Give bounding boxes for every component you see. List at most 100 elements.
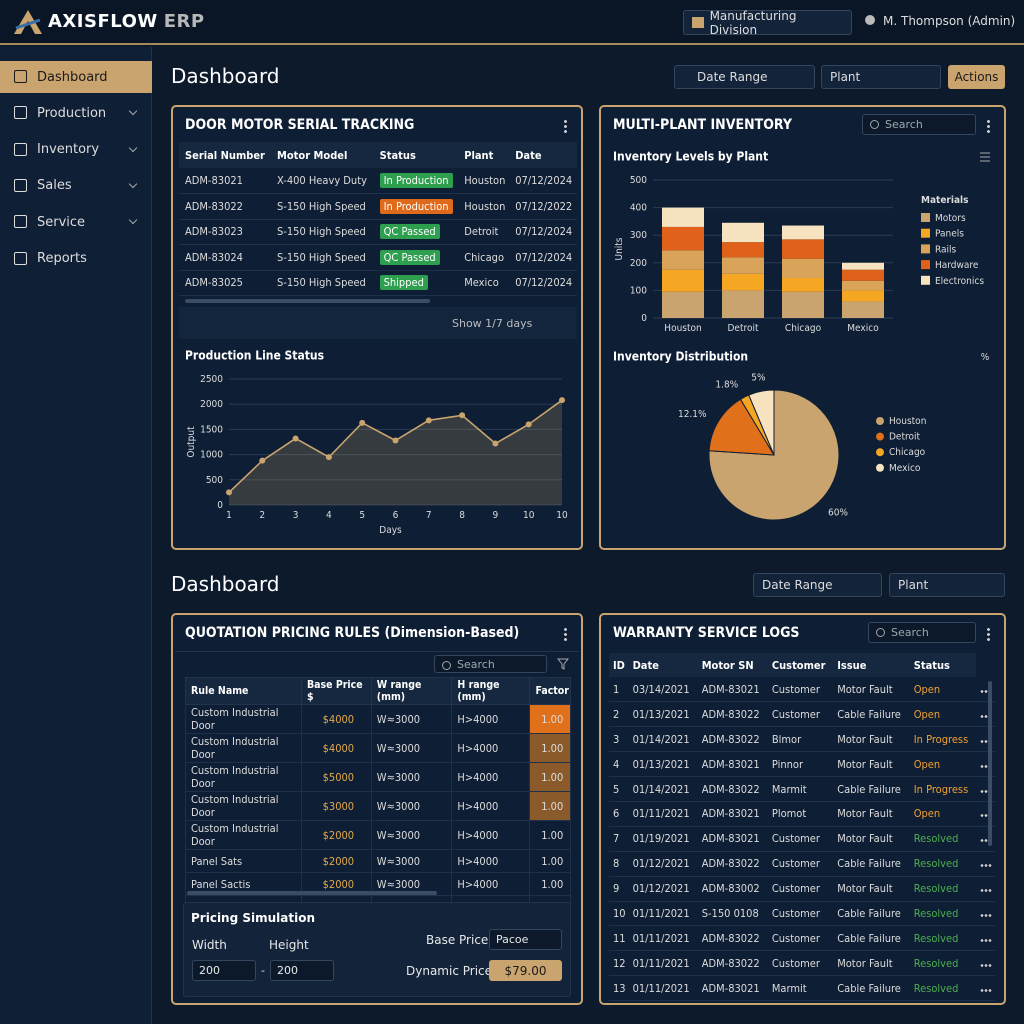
division: Manufacturing Division bbox=[709, 8, 797, 37]
cell: ADM-83021 bbox=[697, 751, 768, 778]
dots[interactable] bbox=[980, 839, 993, 843]
row: 5 01/14/2021 ADM-83022 Marmit Cable Failure I… bbox=[609, 776, 995, 802]
scrollbar bbox=[988, 681, 992, 846]
filter-icon[interactable] bbox=[557, 658, 569, 670]
row: 11 01/11/2021 ADM-83022 Customer Cable Failu… bbox=[609, 925, 995, 952]
date-range[interactable]: Date Range bbox=[753, 573, 882, 597]
search[interactable]: Search bbox=[862, 114, 976, 135]
date-range[interactable]: Date Range bbox=[674, 65, 815, 89]
sidebar: Dashboard Production Inventory Sales Service… bbox=[0, 47, 152, 1024]
cell: Resolved bbox=[909, 851, 977, 877]
plant-select[interactable]: Plant bbox=[821, 65, 941, 89]
height-input[interactable]: 200 bbox=[270, 960, 334, 981]
nav-icon bbox=[14, 178, 27, 192]
legend-title: Materials bbox=[921, 195, 968, 206]
search[interactable]: Search bbox=[434, 655, 547, 673]
nav-item[interactable]: Dashboard bbox=[0, 61, 152, 93]
search[interactable]: Search bbox=[868, 622, 976, 643]
cell: S-150 High Speed bbox=[271, 193, 374, 220]
user-menu[interactable]: M. Thompson (Admin) bbox=[865, 14, 1015, 28]
dots[interactable] bbox=[980, 814, 993, 818]
pricing-simulation: Pricing Simulation Width Height 200 - 20… bbox=[183, 902, 571, 997]
cell: ADM-83022 bbox=[697, 726, 768, 753]
pager-label: Show 1/7 days bbox=[452, 317, 533, 330]
menu[interactable] bbox=[564, 627, 567, 641]
dots[interactable] bbox=[980, 988, 993, 992]
cell: In Production bbox=[373, 168, 459, 194]
y-tick-label: 500 bbox=[206, 475, 223, 486]
nav-item[interactable]: Production bbox=[0, 97, 152, 129]
dots[interactable] bbox=[980, 864, 993, 868]
cell: Customer bbox=[767, 826, 834, 852]
legend-swatch bbox=[876, 417, 884, 425]
bar-segment bbox=[842, 301, 884, 318]
section-title: Dashboard bbox=[171, 572, 280, 596]
dots[interactable] bbox=[980, 764, 993, 768]
x-tick-label: 10 bbox=[556, 510, 568, 521]
x-tick-label: 4 bbox=[326, 510, 332, 521]
point bbox=[392, 437, 399, 444]
x-tick-label: 7 bbox=[426, 510, 432, 521]
cell: ADM-83021 bbox=[697, 975, 768, 1002]
row-menu bbox=[976, 677, 995, 703]
value-label: 5% bbox=[751, 373, 766, 384]
cell: 07/12/2024 bbox=[509, 244, 577, 271]
y-tick-label: 1000 bbox=[200, 450, 223, 461]
cell: ADM-83022 bbox=[697, 851, 768, 877]
cell: Customer bbox=[767, 851, 834, 877]
bar-segment bbox=[722, 290, 764, 318]
row: ADM-83025 S-150 High Speed Shipped Mexico 07… bbox=[179, 270, 577, 296]
y-tick-label: 400 bbox=[630, 203, 647, 214]
bar-segment bbox=[782, 258, 824, 278]
actions-button[interactable]: Actions bbox=[948, 65, 1005, 89]
y-tick-label: 100 bbox=[630, 285, 647, 296]
cell: Motor Fault bbox=[833, 677, 910, 703]
nav-item[interactable]: Reports bbox=[0, 243, 152, 275]
table-head: Serial Number Motor Model Status Plant Date bbox=[179, 142, 577, 168]
menu[interactable] bbox=[987, 627, 990, 641]
dots[interactable] bbox=[980, 963, 993, 967]
panel-title: QUOTATION PRICING RULES (Dimension-Based… bbox=[185, 625, 520, 641]
dots[interactable] bbox=[980, 739, 993, 743]
inventory-bar-chart: Inventory Levels by Plant 0 100 200 300 400 50… bbox=[613, 150, 990, 334]
base-price-select[interactable]: Pacoe bbox=[489, 929, 562, 950]
cell: 1.00 bbox=[529, 849, 571, 873]
nav-item[interactable]: Service bbox=[0, 206, 152, 238]
dots[interactable] bbox=[980, 714, 993, 718]
cell: Houston bbox=[458, 168, 510, 194]
bar-segment bbox=[722, 273, 764, 291]
cell: Cable Failure bbox=[833, 851, 910, 877]
dots[interactable] bbox=[980, 889, 993, 893]
point bbox=[325, 454, 332, 461]
dots[interactable] bbox=[980, 913, 993, 917]
warranty-table: ID Date Motor SN Customer Issue Status 1 03/14/… bbox=[609, 653, 995, 1002]
cell: $4000 bbox=[300, 733, 372, 763]
cell: ADM-83023 bbox=[179, 219, 272, 245]
dots[interactable] bbox=[980, 689, 993, 693]
menu[interactable] bbox=[564, 119, 567, 133]
cell: Resolved bbox=[909, 876, 977, 902]
cell: ADM-83021 bbox=[697, 826, 768, 852]
cell: ADM-83025 bbox=[179, 270, 272, 296]
cell: 8 bbox=[609, 851, 629, 877]
plant-select[interactable]: Plant bbox=[889, 573, 1005, 597]
width-label: Width bbox=[192, 938, 227, 952]
column-header: Customer bbox=[767, 653, 834, 677]
row-menu bbox=[976, 801, 995, 827]
cell: Custom Industrial Door bbox=[185, 791, 302, 821]
width-input[interactable]: 200 bbox=[192, 960, 256, 981]
point bbox=[226, 489, 232, 496]
nav-item[interactable]: Sales bbox=[0, 170, 152, 202]
table-head: Rule Name Base Price $ W range (mm) H range… bbox=[185, 677, 571, 705]
chart-title: Inventory Levels by Plant bbox=[613, 150, 768, 164]
cell: ADM-83002 bbox=[697, 876, 768, 902]
dots[interactable] bbox=[980, 938, 993, 942]
division-select[interactable]: Manufacturing Division bbox=[683, 8, 852, 37]
header-row: ID Date Motor SN Customer Issue Status bbox=[609, 653, 995, 677]
bar-segment bbox=[662, 269, 704, 292]
nav-item[interactable]: Inventory bbox=[0, 134, 152, 166]
point bbox=[259, 457, 266, 464]
bar-segment bbox=[722, 242, 764, 258]
menu[interactable] bbox=[987, 119, 990, 133]
dots[interactable] bbox=[980, 789, 993, 793]
